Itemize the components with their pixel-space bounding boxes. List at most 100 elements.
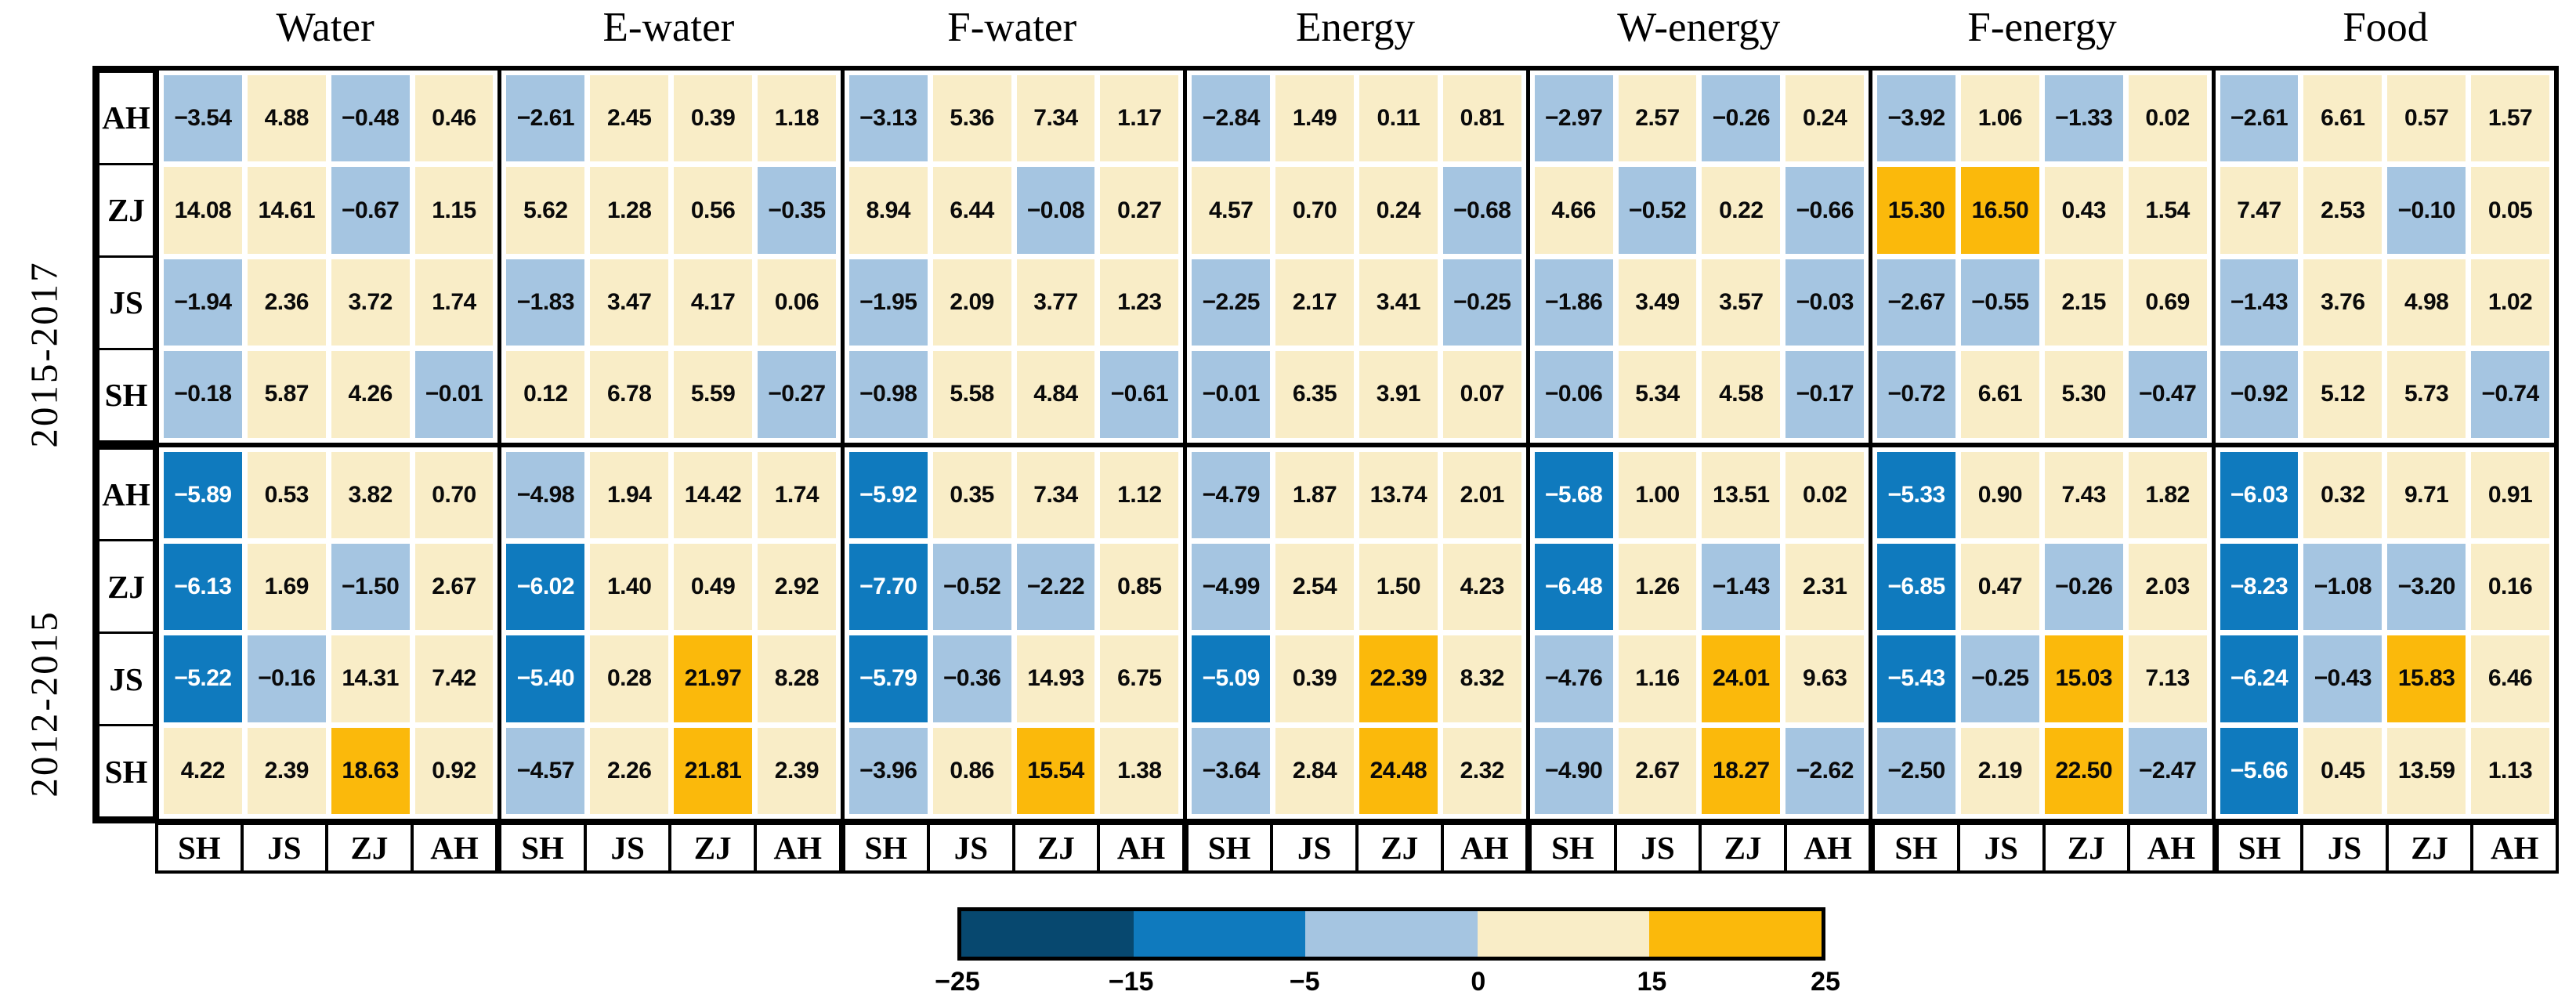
heatmap-cell: −5.68	[1534, 451, 1613, 538]
row-label: JS	[97, 255, 155, 350]
row-label: JS	[97, 631, 155, 727]
colorbar-segment	[1133, 911, 1306, 957]
colorbar-tick: 0	[1471, 967, 1486, 997]
heatmap-cell: 2.53	[2303, 167, 2382, 254]
heatmap-cell: 0.86	[932, 727, 1011, 814]
heatmap-group: −2.84 1.49 0.11 0.81 4.57 0.70 0.24 −0.68 −2.25 2…	[1183, 71, 1526, 819]
heatmap-cell: 18.63	[331, 727, 410, 814]
heatmap-cell: 0.06	[757, 259, 836, 346]
heatmap-cell: −0.25	[1442, 259, 1521, 346]
x-label: JS	[1613, 822, 1702, 874]
heatmap-cell: 4.84	[1016, 351, 1095, 438]
heatmap-cell: −2.84	[1192, 75, 1271, 162]
row-label-block: AH ZJ JS SH	[97, 71, 155, 443]
heatmap-cell: −0.74	[2471, 351, 2549, 438]
heatmap-cell: 14.42	[674, 451, 752, 538]
heatmap-cell: 1.54	[2128, 167, 2207, 254]
heatmap-cell: 5.87	[247, 351, 326, 438]
heatmap-cell: 1.69	[247, 543, 326, 631]
heatmap-cell: −0.52	[1618, 167, 1697, 254]
heatmap-cell: 3.77	[1016, 259, 1095, 346]
heatmap-cell: 3.49	[1618, 259, 1697, 346]
heatmap-block: −2.97 2.57 −0.26 0.24 4.66 −0.52 0.22 −0.66 −1.8…	[1529, 71, 1869, 443]
heatmap-cell: 0.91	[2471, 451, 2549, 538]
heatmap-cell: −0.47	[2128, 351, 2207, 438]
heatmap-cell: −0.68	[1442, 167, 1521, 254]
heatmap-cell: 0.43	[2044, 167, 2123, 254]
heatmap-cell: 1.40	[590, 543, 669, 631]
heatmap-cell: −1.33	[2044, 75, 2123, 162]
heatmap-cell: −3.54	[164, 75, 242, 162]
colorbar-tick: −15	[1108, 967, 1154, 997]
x-axis-labels: SH JS ZJ AH SH JS ZJ AH SH JS ZJ AH SH JS ZJ AH SH JS ZJ AH…	[92, 822, 2559, 874]
heatmap-cell: 1.28	[590, 167, 669, 254]
x-label-group: SH JS ZJ AH	[1529, 822, 1872, 874]
colorbar-segment	[1305, 911, 1478, 957]
heatmap-cell: 2.45	[590, 75, 669, 162]
heatmap-cell: 14.08	[164, 167, 242, 254]
x-label: JS	[1956, 822, 2046, 874]
heatmap-cell: 6.46	[2471, 635, 2549, 722]
heatmap-cell: 6.78	[590, 351, 669, 438]
heatmap-cell: 4.88	[247, 75, 326, 162]
heatmap-cell: 22.39	[1359, 635, 1438, 722]
heatmap-cell: −0.92	[2220, 351, 2299, 438]
heatmap-cell: −2.50	[1877, 727, 1956, 814]
heatmap-cell: 0.07	[1442, 351, 1521, 438]
heatmap-cell: 0.57	[2387, 75, 2466, 162]
heatmap-cell: 2.01	[1442, 451, 1521, 538]
heatmap-cell: 18.27	[1702, 727, 1781, 814]
heatmap-cell: 13.74	[1359, 451, 1438, 538]
x-label: SH	[841, 822, 931, 874]
heatmap-cell: −0.16	[247, 635, 326, 722]
x-label: AH	[410, 822, 499, 874]
colorbar-tick: −25	[935, 967, 980, 997]
x-label: JS	[240, 822, 329, 874]
heatmap-cell: −1.50	[331, 543, 410, 631]
heatmap-cell: 1.82	[2128, 451, 2207, 538]
heatmap-cell: 0.39	[674, 75, 752, 162]
heatmap-cell: 2.57	[1618, 75, 1697, 162]
heatmap-cell: −0.48	[331, 75, 410, 162]
heatmap-cell: 5.34	[1618, 351, 1697, 438]
heatmap-block: −5.68 1.00 13.51 0.02 −6.48 1.26 −1.43 2.31 −4.7…	[1529, 442, 1869, 819]
x-label-group: SH JS ZJ AH	[1185, 822, 1529, 874]
heatmap-cell: 4.58	[1702, 351, 1781, 438]
row-label-column: AH ZJ JS SH AH ZJ JS SH	[97, 71, 155, 819]
heatmap-cell: −0.35	[757, 167, 836, 254]
heatmap-cell: −0.55	[1960, 259, 2039, 346]
heatmap-cell: −0.72	[1877, 351, 1956, 438]
heatmap-cell: 2.31	[1785, 543, 1865, 631]
heatmap-cell: 1.49	[1275, 75, 1354, 162]
heatmap-cell: 6.44	[932, 167, 1011, 254]
x-label: SH	[2215, 822, 2304, 874]
heatmap-cell: 1.23	[1100, 259, 1179, 346]
heatmap-block: −6.03 0.32 9.71 0.91 −8.23 −1.08 −3.20 0.16 −6.2…	[2215, 442, 2554, 819]
heatmap-cell: 3.41	[1359, 259, 1438, 346]
heatmap-cell: 4.17	[674, 259, 752, 346]
row-label-block: AH ZJ JS SH	[97, 442, 155, 819]
heatmap-cell: −3.92	[1877, 75, 1956, 162]
heatmap-cell: 0.53	[247, 451, 326, 538]
column-group-headers: Water E-water F-water Energy W-energy F-energ…	[154, 2, 2557, 53]
heatmap-cell: 24.01	[1702, 635, 1781, 722]
heatmap-cell: 1.06	[1960, 75, 2039, 162]
heatmap-cell: 6.61	[1960, 351, 2039, 438]
heatmap-cell: 7.34	[1016, 75, 1095, 162]
heatmap-cell: 2.39	[757, 727, 836, 814]
colorbar-segment	[961, 911, 1134, 957]
heatmap-cell: 2.39	[247, 727, 326, 814]
x-label: AH	[1783, 822, 1872, 874]
heatmap-cell: 0.47	[1960, 543, 2039, 631]
heatmap-cell: −1.08	[2303, 543, 2382, 631]
heatmap-group: −2.97 2.57 −0.26 0.24 4.66 −0.52 0.22 −0.66 −1.8…	[1525, 71, 1869, 819]
heatmap-cell: −3.96	[848, 727, 928, 814]
heatmap-cell: −2.67	[1877, 259, 1956, 346]
heatmap-cell: −0.26	[2044, 543, 2123, 631]
heatmap-cell: 2.15	[2044, 259, 2123, 346]
heatmap-cell: 14.93	[1016, 635, 1095, 722]
heatmap-cell: 1.57	[2471, 75, 2549, 162]
heatmap-cell: 1.02	[2471, 259, 2549, 346]
heatmap-cell: 1.87	[1275, 451, 1354, 538]
heatmap-cell: −1.86	[1534, 259, 1613, 346]
